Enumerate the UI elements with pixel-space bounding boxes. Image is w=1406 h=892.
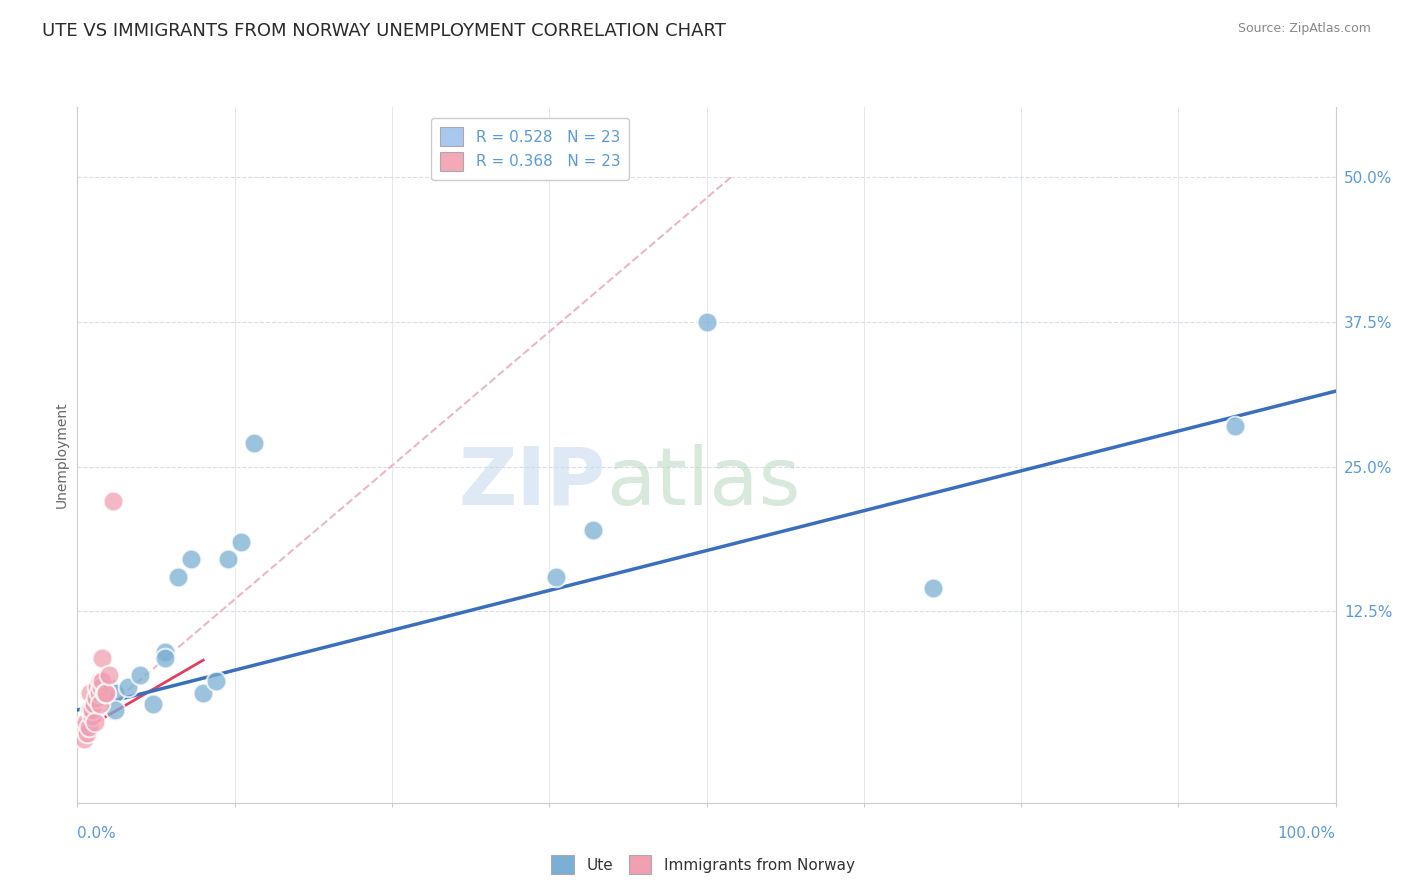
Text: Source: ZipAtlas.com: Source: ZipAtlas.com (1237, 22, 1371, 36)
Point (84, 691, 107, 706)
Point (1223, 419, 1246, 434)
Point (544, 570, 567, 584)
Point (84, 714, 107, 729)
Point (94, 685, 117, 699)
Point (129, 668, 152, 682)
Point (582, 523, 605, 537)
Point (104, 703, 127, 717)
Legend: Ute, Immigrants from Norway: Ute, Immigrants from Norway (546, 849, 860, 880)
Point (91, 674, 114, 689)
Point (89, 674, 111, 689)
Point (86, 680, 108, 694)
Point (117, 680, 139, 694)
Point (79, 703, 101, 717)
Point (155, 645, 177, 659)
Point (242, 436, 264, 450)
Point (155, 651, 177, 665)
Point (204, 674, 226, 689)
Point (84, 691, 107, 706)
Point (167, 570, 190, 584)
Point (97, 680, 120, 694)
Point (696, 315, 718, 329)
Point (79, 685, 101, 699)
Point (76, 726, 98, 740)
Point (97, 668, 120, 682)
Point (191, 685, 215, 699)
Point (180, 552, 202, 566)
Point (87, 685, 110, 699)
Point (82, 703, 104, 717)
Point (90, 680, 112, 694)
Point (104, 685, 127, 699)
Point (72, 731, 94, 746)
Y-axis label: Unemployment: Unemployment (55, 401, 69, 508)
Point (142, 698, 165, 712)
Point (217, 552, 239, 566)
Text: 0.0%: 0.0% (77, 826, 117, 841)
Text: atlas: atlas (606, 443, 800, 522)
Point (91, 691, 114, 706)
Point (82, 708, 104, 723)
Point (77, 721, 100, 735)
Point (91, 651, 114, 665)
Point (229, 534, 252, 549)
Point (96, 685, 118, 699)
Point (922, 582, 945, 596)
Point (89, 698, 111, 712)
Legend: R = 0.528   N = 23, R = 0.368   N = 23: R = 0.528 N = 23, R = 0.368 N = 23 (432, 118, 630, 180)
Point (83, 698, 105, 712)
Text: ZIP: ZIP (458, 443, 606, 522)
Point (75, 714, 97, 729)
Point (101, 494, 124, 508)
Text: 100.0%: 100.0% (1278, 826, 1336, 841)
Point (79, 703, 101, 717)
Point (72, 721, 94, 735)
Text: UTE VS IMMIGRANTS FROM NORWAY UNEMPLOYMENT CORRELATION CHART: UTE VS IMMIGRANTS FROM NORWAY UNEMPLOYME… (42, 22, 725, 40)
